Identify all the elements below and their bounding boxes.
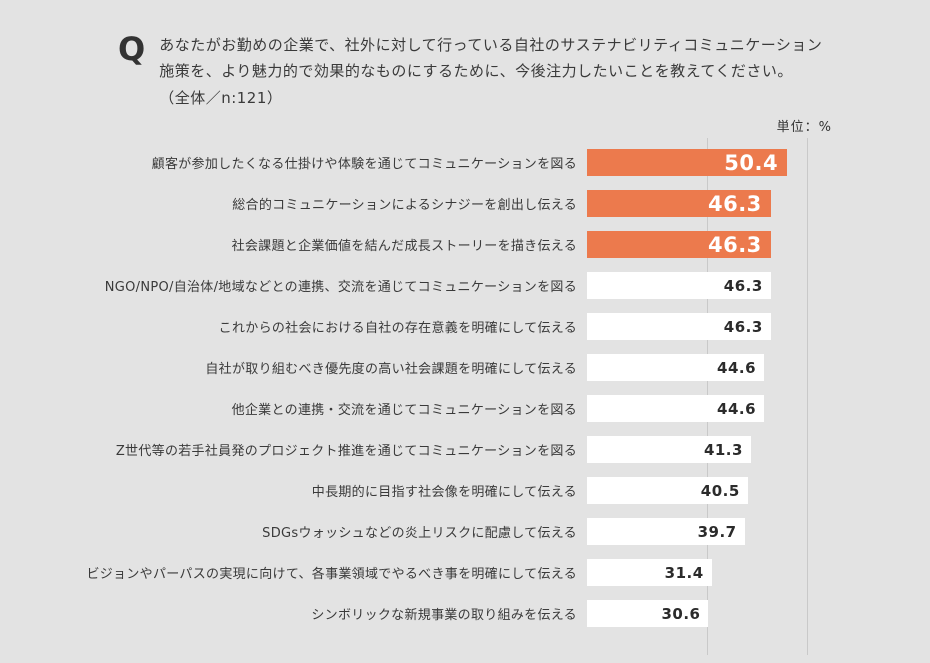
bar-value: 39.7 <box>697 522 737 541</box>
bar-value: 44.6 <box>717 399 757 418</box>
bar-label: ビジョンやパーパスの実現に向けて、各事業領域でやるべき事を明確にして伝える <box>86 567 577 582</box>
bar-area: 46.3 <box>587 272 930 299</box>
bar: 30.6 <box>587 600 709 627</box>
unit-label: 単位：% <box>776 120 832 135</box>
bar-value: 44.6 <box>717 358 757 377</box>
bar-label: シンボリックな新規事業の取り組みを伝える <box>311 608 577 623</box>
question-marker: Q <box>118 30 146 68</box>
bar: 46.3 <box>587 272 771 299</box>
bar-value: 46.3 <box>723 317 763 336</box>
bar-value: 46.3 <box>707 191 762 216</box>
question-block: Q あなたがお勤めの企業で、社外に対して行っている自社のサステナビリティコミュニ… <box>118 30 822 111</box>
question-sample-size: （全体／n:121） <box>159 88 283 107</box>
bar-area: 46.3 <box>587 313 930 340</box>
bar-row: 自社が取り組むべき優先度の高い社会課題を明確にして伝える 44.6 <box>0 347 930 388</box>
bar-value: 30.6 <box>661 604 701 623</box>
bar-label: SDGsウォッシュなどの炎上リスクに配慮して伝える <box>262 526 577 541</box>
gridline <box>807 138 808 655</box>
bar: 46.3 <box>587 231 771 258</box>
bar-row: ビジョンやパーパスの実現に向けて、各事業領域でやるべき事を明確にして伝える 31.… <box>0 552 930 593</box>
bar-area: 46.3 <box>587 190 930 217</box>
bar-row: 総合的コミュニケーションによるシナジーを創出し伝える 46.3 <box>0 183 930 224</box>
bar-label: 他企業との連携・交流を通じてコミュニケーションを図る <box>231 403 577 418</box>
bar-area: 31.4 <box>587 559 930 586</box>
bar-value: 41.3 <box>703 440 743 459</box>
bar-label: 顧客が参加したくなる仕掛けや体験を通じてコミュニケーションを図る <box>151 157 577 172</box>
bar-row: 中長期的に目指す社会像を明確にして伝える 40.5 <box>0 470 930 511</box>
question-text: あなたがお勤めの企業で、社外に対して行っている自社のサステナビリティコミュニケー… <box>159 32 822 111</box>
bar: 46.3 <box>587 190 771 217</box>
bar-value: 31.4 <box>664 563 704 582</box>
bar: 31.4 <box>587 559 712 586</box>
bar-value: 46.3 <box>723 276 763 295</box>
question-line-2: 施策を、より魅力的で効果的なものにするために、今後注力したいことを教えてください… <box>159 62 793 81</box>
bar: 39.7 <box>587 518 745 545</box>
bar-row: これからの社会における自社の存在意義を明確にして伝える 46.3 <box>0 306 930 347</box>
bar-label: 自社が取り組むべき優先度の高い社会課題を明確にして伝える <box>205 362 577 377</box>
bar: 40.5 <box>587 477 748 504</box>
bar-label: 中長期的に目指す社会像を明確にして伝える <box>311 485 577 500</box>
bar-row: 社会課題と企業価値を結んだ成長ストーリーを描き伝える 46.3 <box>0 224 930 265</box>
bar-area: 44.6 <box>587 395 930 422</box>
question-line-1: あなたがお勤めの企業で、社外に対して行っている自社のサステナビリティコミュニケー… <box>159 36 823 54</box>
bar-area: 50.4 <box>587 149 930 176</box>
bar-label: NGO/NPO/自治体/地域などとの連携、交流を通じてコミュニケーションを図る <box>104 280 577 295</box>
bar-label: Z世代等の若手社員発のプロジェクト推進を通じてコミュニケーションを図る <box>115 444 577 459</box>
bar-row: SDGsウォッシュなどの炎上リスクに配慮して伝える 39.7 <box>0 511 930 552</box>
bar-area: 30.6 <box>587 600 930 627</box>
bar-row: 顧客が参加したくなる仕掛けや体験を通じてコミュニケーションを図る 50.4 <box>0 142 930 183</box>
bar-value: 40.5 <box>700 481 740 500</box>
bar-area: 44.6 <box>587 354 930 381</box>
bar-label: 総合的コミュニケーションによるシナジーを創出し伝える <box>232 198 577 213</box>
bar-row: シンボリックな新規事業の取り組みを伝える 30.6 <box>0 593 930 634</box>
bar: 50.4 <box>587 149 788 176</box>
bar-area: 46.3 <box>587 231 930 258</box>
bar-value: 50.4 <box>724 150 779 175</box>
bar-row: Z世代等の若手社員発のプロジェクト推進を通じてコミュニケーションを図る 41.3 <box>0 429 930 470</box>
bar: 44.6 <box>587 354 765 381</box>
bar-label: これからの社会における自社の存在意義を明確にして伝える <box>218 321 577 336</box>
bar-area: 41.3 <box>587 436 930 463</box>
bar: 41.3 <box>587 436 751 463</box>
bar-value: 46.3 <box>707 232 762 257</box>
bar-row: NGO/NPO/自治体/地域などとの連携、交流を通じてコミュニケーションを図る 4… <box>0 265 930 306</box>
bar-label: 社会課題と企業価値を結んだ成長ストーリーを描き伝える <box>231 239 577 254</box>
bar-rows: 顧客が参加したくなる仕掛けや体験を通じてコミュニケーションを図る 50.4 総合的コ… <box>0 142 930 634</box>
bar-chart: 顧客が参加したくなる仕掛けや体験を通じてコミュニケーションを図る 50.4 総合的コ… <box>0 138 930 655</box>
bar-row: 他企業との連携・交流を通じてコミュニケーションを図る 44.6 <box>0 388 930 429</box>
bar-area: 39.7 <box>587 518 930 545</box>
bar: 46.3 <box>587 313 771 340</box>
bar: 44.6 <box>587 395 765 422</box>
bar-area: 40.5 <box>587 477 930 504</box>
